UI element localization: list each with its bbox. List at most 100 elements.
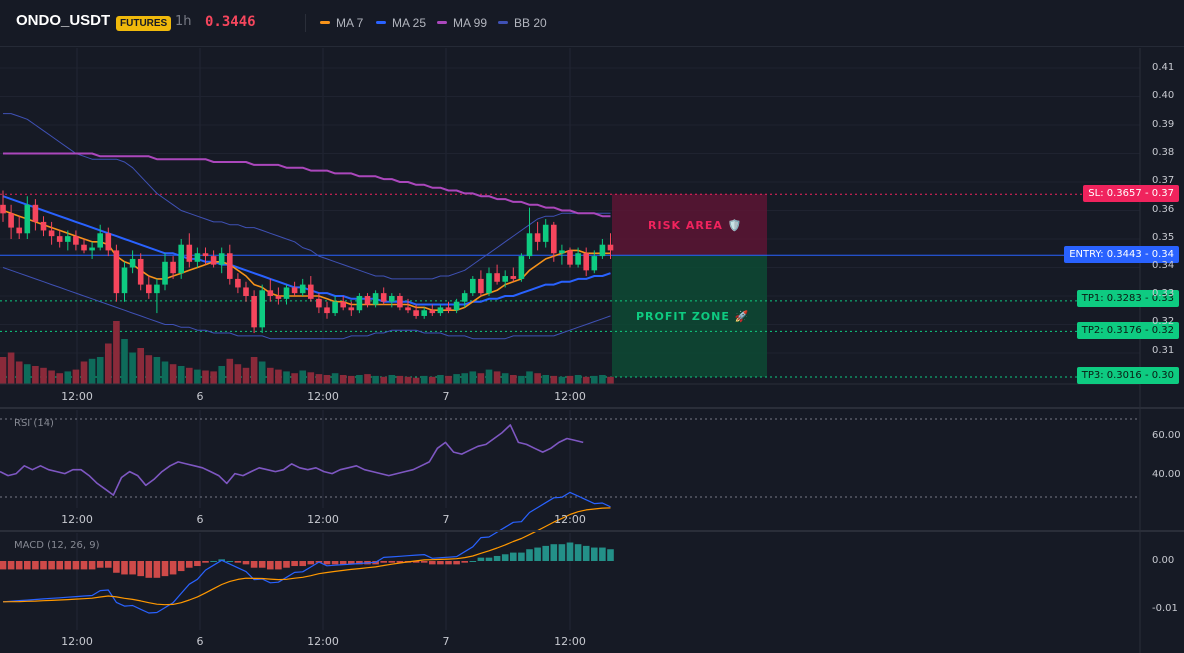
time-axis-label: 6: [196, 513, 204, 526]
volume-bar: [526, 371, 533, 384]
price-axis-label: 0.38: [1152, 147, 1175, 158]
ma25-line: [2, 195, 611, 306]
macd-histogram-bar: [356, 561, 363, 565]
macd-histogram-bar: [339, 561, 347, 565]
volume-bar: [404, 376, 412, 384]
tp3-label: TP3: 0.3016: [1081, 370, 1142, 381]
volume-bar: [7, 352, 15, 384]
macd-histogram-bar: [161, 561, 169, 577]
symbol-name[interactable]: ONDO_USDT: [16, 12, 111, 29]
volume-bar: [469, 371, 477, 384]
legend-label: MA 7: [336, 16, 364, 30]
candle-body: [186, 244, 193, 262]
volume-bar: [258, 361, 266, 384]
profit-zone: [612, 255, 767, 377]
sl-price-tag[interactable]: SL: 0.3657 - 0.37: [1083, 185, 1179, 202]
candle-body: [559, 250, 565, 254]
candle-body: [542, 224, 549, 242]
macd-histogram-bar: [250, 561, 258, 568]
macd-signal-line: [2, 507, 611, 606]
price-axis-label: 0.34: [1152, 260, 1175, 271]
legend-ma99[interactable]: MA 99: [437, 16, 487, 30]
volume-bar: [275, 369, 282, 384]
volume-bar: [186, 367, 193, 384]
candles: [0, 190, 614, 334]
volume-bar: [226, 358, 234, 384]
macd-histogram-bar: [24, 561, 31, 570]
candle-body: [194, 253, 201, 262]
macd-histogram-bar: [469, 561, 477, 562]
sl-label: SL: 0.3657: [1088, 188, 1142, 199]
macd-histogram-bar: [582, 545, 590, 561]
volume-bar: [40, 367, 47, 384]
candle-body: [502, 276, 508, 282]
entry-price-tag[interactable]: ENTRY: 0.3443 - 0.34: [1064, 246, 1179, 263]
price-axis-label: 0.31: [1152, 345, 1175, 356]
macd-histogram-bar: [348, 561, 355, 565]
macd-axis-label: 0.00: [1152, 555, 1175, 566]
candle-body: [146, 284, 152, 294]
candle-body: [121, 267, 128, 294]
macd-histogram-bar: [518, 552, 525, 561]
time-axis-label: 12:00: [554, 390, 586, 403]
time-axis-label: 12:00: [554, 513, 586, 526]
volume-bar: [194, 369, 201, 384]
macd-histogram-bar: [0, 561, 7, 570]
rsi-axis-label: 60.00: [1152, 430, 1181, 441]
macd-histogram-bar: [186, 561, 193, 568]
macd-histogram-bar: [145, 561, 153, 578]
legend-bb20[interactable]: BB 20: [498, 16, 547, 30]
price-axis-label: 0.35: [1152, 232, 1175, 243]
time-axis-label: 12:00: [61, 513, 93, 526]
candle-body: [243, 287, 249, 296]
volume-bar: [396, 375, 404, 384]
volume-bar: [534, 373, 541, 384]
volume-bar: [558, 376, 566, 384]
tp2-price-tag[interactable]: TP2: 0.3176 - 0.32: [1076, 322, 1179, 339]
volume-bar: [582, 376, 590, 384]
candle-body: [73, 236, 79, 245]
volume-bar: [339, 375, 347, 384]
macd-histogram-bar: [566, 542, 574, 561]
legend-label: MA 99: [453, 16, 488, 30]
legend-label: MA 25: [392, 16, 427, 30]
legend-ma25[interactable]: MA 25: [376, 16, 426, 30]
volume-bar: [177, 366, 185, 384]
volume-bar: [210, 371, 217, 384]
ma7-swatch: [320, 21, 330, 25]
candle-body: [48, 230, 55, 237]
candle-body: [534, 233, 541, 242]
tp3-price-tag[interactable]: TP3: 0.3016 - 0.30: [1076, 367, 1179, 384]
candle-body: [599, 244, 606, 257]
tp1-price-tag[interactable]: TP1: 0.3283 - 0.33: [1076, 290, 1179, 307]
volume-bar: [501, 373, 509, 384]
trade-zones: [612, 194, 767, 377]
price-axis-label: 0.39: [1152, 119, 1175, 130]
candle-body: [97, 233, 103, 248]
price-axis-label: 0.40: [1152, 90, 1175, 101]
bb-upper-line: [3, 113, 611, 280]
time-axis-label: 12:00: [61, 635, 93, 648]
macd-histogram-bar: [88, 561, 96, 570]
bb20-swatch: [498, 21, 508, 25]
header-divider: [305, 14, 306, 32]
legend-label: BB 20: [514, 16, 547, 30]
macd-histogram-bar: [591, 547, 598, 561]
candle-body: [283, 287, 290, 299]
candle-body: [170, 261, 176, 274]
chart-header: ONDO_USDT FUTURES 1h 0.3446 MA 7 MA 25 M…: [0, 0, 1184, 47]
macd-histogram-bar: [283, 561, 290, 568]
legend-ma7[interactable]: MA 7: [320, 16, 363, 30]
timeframe-label[interactable]: 1h: [175, 14, 192, 29]
candle-body: [251, 296, 257, 328]
macd-histogram-bar: [96, 561, 104, 568]
ma99-line: [3, 152, 611, 218]
volume-bar: [56, 373, 63, 384]
candle-body: [16, 227, 22, 234]
macd-histogram-bar: [574, 544, 582, 561]
pane-separators[interactable]: [0, 48, 1184, 653]
risk-zone: [612, 194, 767, 256]
volume-bar: [250, 357, 258, 384]
candle-body: [461, 293, 468, 302]
